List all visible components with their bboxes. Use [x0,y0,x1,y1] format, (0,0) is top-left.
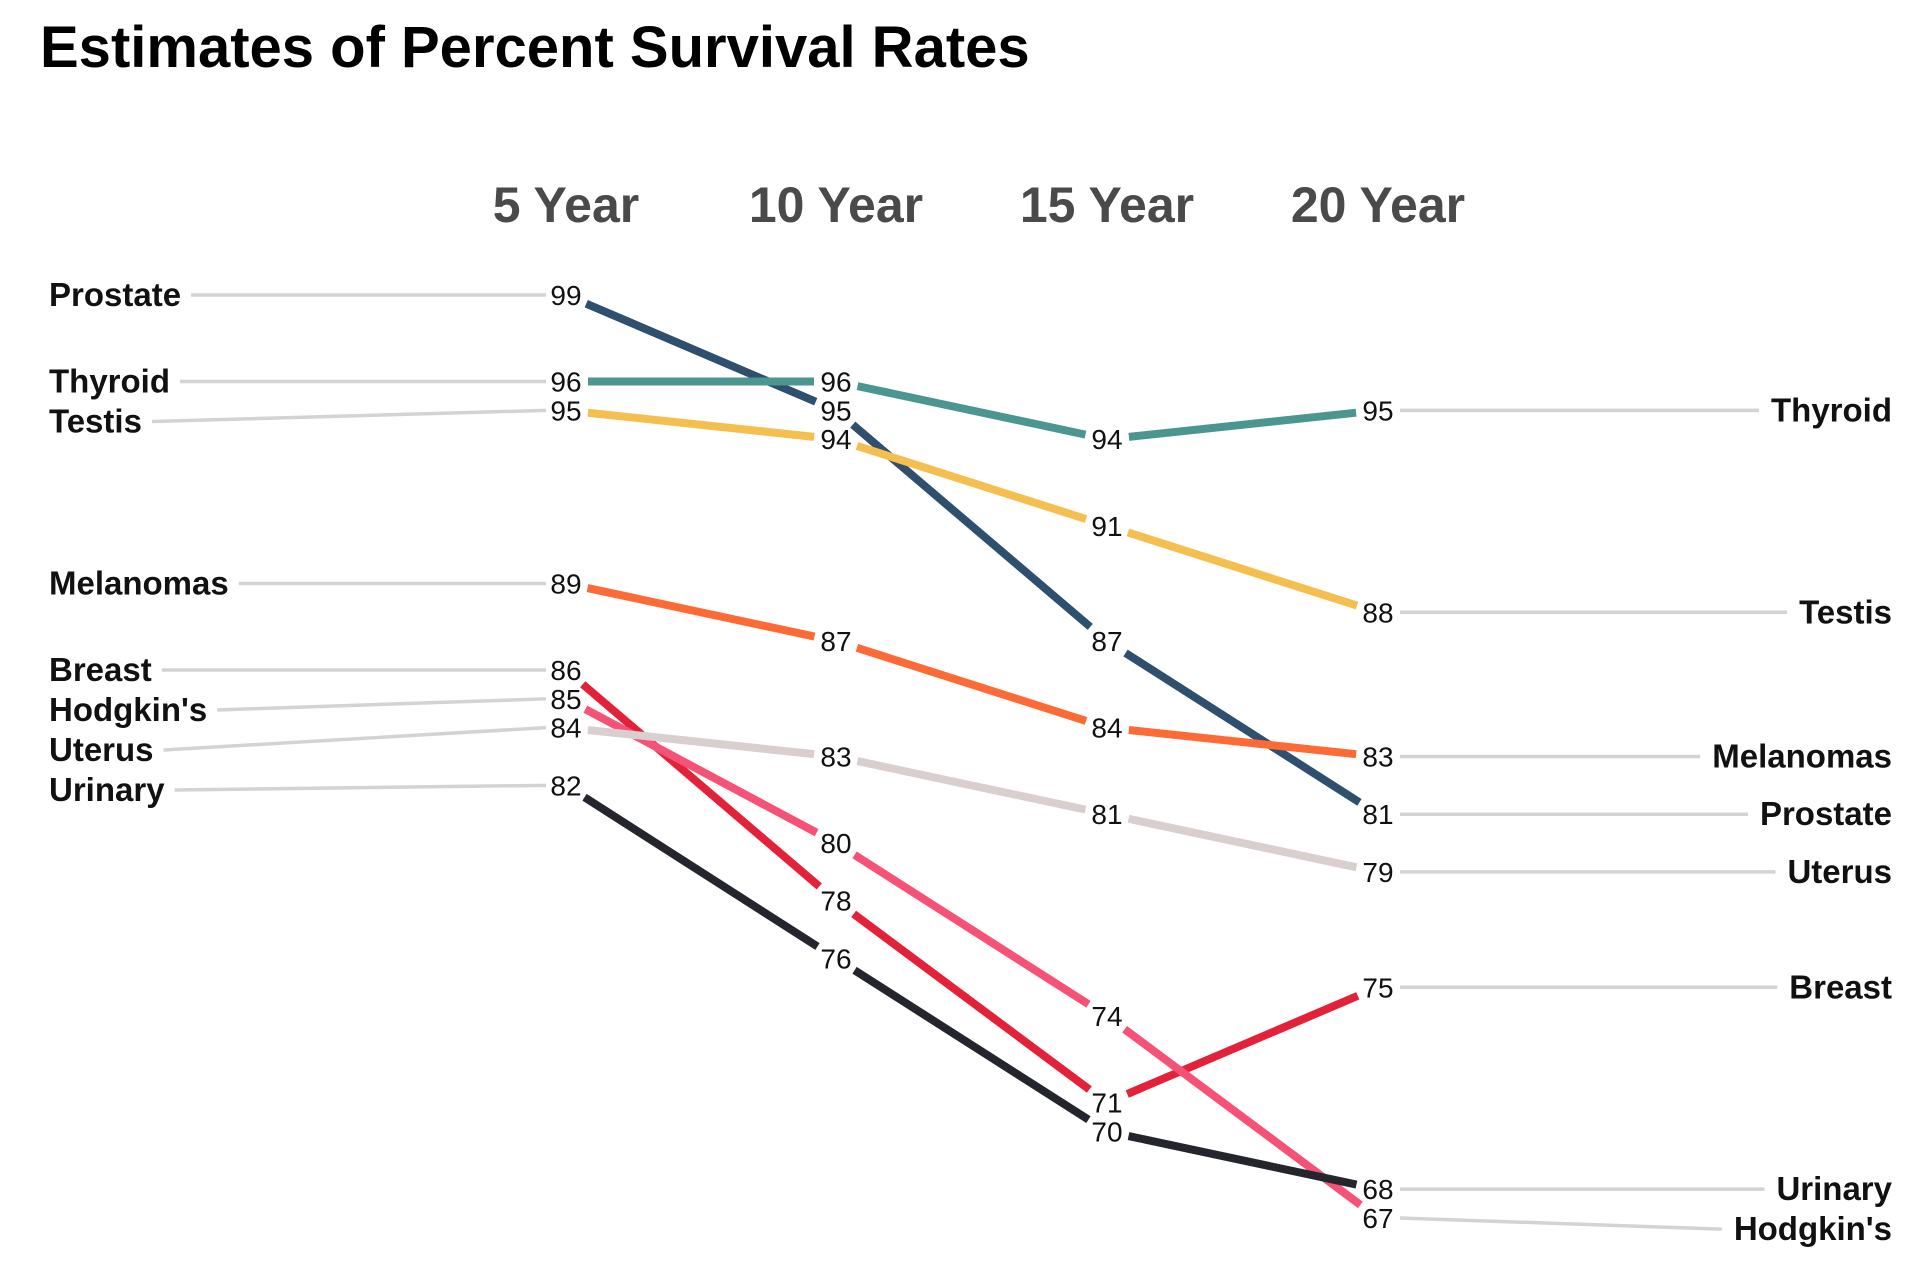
value-label-melanomas-20-year: 83 [1362,742,1393,773]
value-label-hodgkin-s-15-year: 74 [1091,1001,1122,1032]
chart-title: Estimates of Percent Survival Rates [40,15,1030,80]
series-line-testis-3 [1126,528,1359,610]
value-label-breast-20-year: 75 [1362,972,1393,1003]
series-line-testis-2 [855,442,1088,523]
series-line-hodgkin-s-2 [852,851,1091,1008]
series-line-prostate-3 [1123,649,1362,806]
series-line-prostate-1 [584,299,818,406]
column-label-20-year: 20 Year [1291,177,1465,233]
value-label-prostate-5-year: 99 [550,280,581,311]
category-label-left-breast: Breast [49,651,152,688]
value-label-prostate-15-year: 87 [1091,626,1122,657]
column-labels: 5 Year 10 Year 15 Year 20 Year [493,177,1465,233]
value-label-thyroid-10-year: 96 [820,367,851,398]
category-label-left-hodgkin-s: Hodgkin's [49,691,207,728]
series-line-urinary-1 [582,793,820,950]
category-label-right-breast: Breast [1789,968,1892,1005]
series-lines [580,299,1363,1209]
connector-left-hodgkin-s [217,697,547,712]
column-label-15-year: 15 Year [1020,177,1194,233]
value-label-melanomas-15-year: 84 [1091,713,1122,744]
category-label-right-melanomas: Melanomas [1712,738,1892,775]
category-label-right-prostate: Prostate [1760,795,1892,832]
label-connectors [151,293,1788,1231]
connector-left-urinary [174,783,547,792]
series-line-testis-1 [587,408,815,441]
series-line-hodgkin-s-1 [583,705,819,837]
value-label-breast-5-year: 86 [550,655,581,686]
series-line-melanomas-1 [586,584,816,641]
category-labels: ProstateThyroidTestisMelanomasBreastHodg… [49,276,1893,1247]
series-line-melanomas-3 [1128,726,1357,759]
category-label-left-prostate: Prostate [49,276,181,313]
value-label-thyroid-20-year: 95 [1362,395,1393,426]
series-line-breast-2 [851,910,1092,1093]
category-label-right-hodgkin-s: Hodgkin's [1734,1210,1892,1247]
series-line-urinary-3 [1127,1132,1358,1189]
value-label-hodgkin-s-10-year: 80 [820,828,851,859]
category-label-left-thyroid: Thyroid [49,363,170,400]
value-label-breast-10-year: 78 [820,886,851,917]
value-label-uterus-10-year: 83 [820,742,851,773]
series-line-breast-3 [1125,992,1360,1098]
series-line-melanomas-2 [855,644,1088,725]
value-label-testis-5-year: 95 [550,395,581,426]
value-label-breast-15-year: 71 [1091,1088,1122,1119]
series-line-uterus-1 [587,726,815,759]
value-label-prostate-10-year: 95 [820,395,851,426]
series-line-thyroid-2 [856,382,1087,439]
value-label-testis-10-year: 94 [820,424,851,455]
value-label-thyroid-15-year: 94 [1091,424,1122,455]
value-label-hodgkin-s-20-year: 67 [1362,1203,1393,1234]
value-label-urinary-15-year: 70 [1091,1116,1122,1147]
connector-left-uterus [163,725,547,752]
value-label-urinary-5-year: 82 [550,770,581,801]
category-label-left-melanomas: Melanomas [49,564,229,601]
series-line-uterus-2 [856,757,1087,814]
category-label-right-thyroid: Thyroid [1771,391,1892,428]
column-label-5-year: 5 Year [493,177,639,233]
series-line-thyroid-3 [1128,408,1357,441]
value-label-melanomas-5-year: 89 [550,568,581,599]
connector-left-testis [151,408,547,424]
value-label-testis-20-year: 88 [1362,597,1393,628]
value-label-thyroid-5-year: 96 [550,367,581,398]
value-label-urinary-20-year: 68 [1362,1174,1393,1205]
value-label-testis-15-year: 91 [1091,511,1122,542]
connector-right-hodgkin-s [1399,1216,1722,1231]
value-label-melanomas-10-year: 87 [820,626,851,657]
category-label-left-urinary: Urinary [49,771,165,808]
category-label-left-testis: Testis [49,403,142,440]
category-label-right-testis: Testis [1799,593,1892,630]
value-label-uterus-15-year: 81 [1091,799,1122,830]
series-line-breast-1 [580,681,822,890]
value-label-hodgkin-s-5-year: 85 [550,684,581,715]
value-label-uterus-20-year: 79 [1362,857,1393,888]
value-label-prostate-20-year: 81 [1362,799,1393,830]
value-label-urinary-10-year: 76 [820,943,851,974]
series-line-urinary-2 [852,966,1091,1123]
category-label-right-uterus: Uterus [1787,853,1892,890]
category-label-right-urinary: Urinary [1776,1170,1892,1207]
series-line-uterus-3 [1127,814,1358,872]
value-label-uterus-5-year: 84 [550,713,581,744]
column-label-10-year: 10 Year [749,177,923,233]
category-label-left-uterus: Uterus [49,731,154,768]
